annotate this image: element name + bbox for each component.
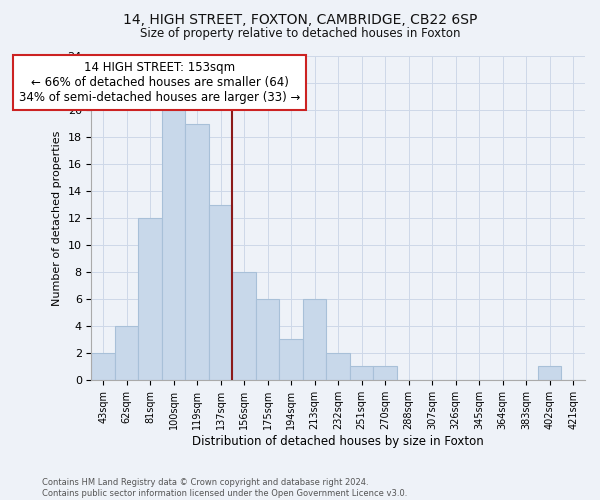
Bar <box>373 366 397 380</box>
Text: 14, HIGH STREET, FOXTON, CAMBRIDGE, CB22 6SP: 14, HIGH STREET, FOXTON, CAMBRIDGE, CB22… <box>123 12 477 26</box>
Bar <box>280 340 303 380</box>
X-axis label: Distribution of detached houses by size in Foxton: Distribution of detached houses by size … <box>193 434 484 448</box>
Bar <box>115 326 139 380</box>
Bar <box>350 366 373 380</box>
Y-axis label: Number of detached properties: Number of detached properties <box>52 130 62 306</box>
Bar <box>538 366 562 380</box>
Bar <box>209 204 232 380</box>
Bar <box>303 299 326 380</box>
Bar <box>326 353 350 380</box>
Bar <box>162 110 185 380</box>
Text: Size of property relative to detached houses in Foxton: Size of property relative to detached ho… <box>140 28 460 40</box>
Text: 14 HIGH STREET: 153sqm
← 66% of detached houses are smaller (64)
34% of semi-det: 14 HIGH STREET: 153sqm ← 66% of detached… <box>19 60 301 104</box>
Bar <box>185 124 209 380</box>
Bar <box>232 272 256 380</box>
Text: Contains HM Land Registry data © Crown copyright and database right 2024.
Contai: Contains HM Land Registry data © Crown c… <box>42 478 407 498</box>
Bar <box>91 353 115 380</box>
Bar <box>139 218 162 380</box>
Bar <box>256 299 280 380</box>
